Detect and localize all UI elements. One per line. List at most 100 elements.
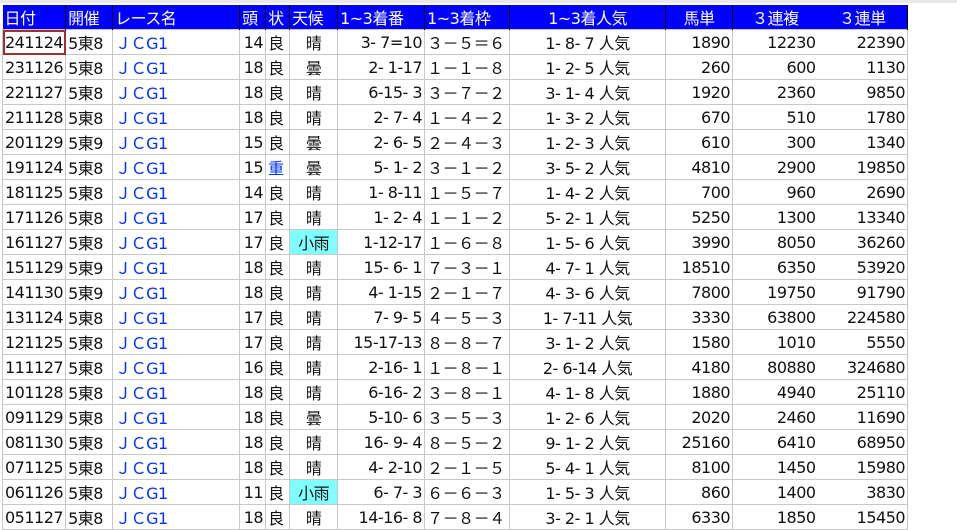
cell-date[interactable]: 051127 <box>1 504 67 530</box>
cell-date[interactable]: 191124 <box>1 154 67 180</box>
cell-frames[interactable]: ４－５－３ <box>424 304 511 330</box>
cell-track-condition[interactable]: 良 <box>265 304 291 330</box>
cell-weather[interactable]: 晴 <box>289 179 339 205</box>
cell-date[interactable]: 241124 <box>1 29 67 55</box>
cell-popularity[interactable]: 4- 3- 6 人気 <box>509 279 667 305</box>
cell-race-name[interactable]: ＪＣG1 <box>112 229 241 255</box>
cell-meeting[interactable]: 5東8 <box>65 29 114 55</box>
cell-race-name[interactable]: ＪＣG1 <box>112 104 241 130</box>
cell-runners[interactable]: 18 <box>239 279 267 305</box>
cell-trio[interactable]: 510 <box>732 104 818 130</box>
cell-trio[interactable]: 600 <box>732 54 818 80</box>
cell-trifecta[interactable]: 13340 <box>817 204 909 230</box>
cell-track-condition[interactable]: 良 <box>265 54 291 80</box>
cell-runners[interactable]: 18 <box>239 104 267 130</box>
cell-horse-numbers[interactable]: 15-17-13 <box>337 329 426 355</box>
cell-trifecta[interactable]: 11690 <box>817 404 909 430</box>
cell-weather[interactable]: 曇 <box>289 154 339 180</box>
cell-frames[interactable]: ２－１－７ <box>424 279 511 305</box>
cell-exacta[interactable]: 670 <box>665 104 734 130</box>
cell-meeting[interactable]: 5東8 <box>65 204 114 230</box>
cell-exacta[interactable]: 1920 <box>665 79 734 105</box>
cell-weather[interactable]: 晴 <box>289 429 339 455</box>
cell-horse-numbers[interactable]: 16- 9- 4 <box>337 429 426 455</box>
cell-popularity[interactable]: 4- 7- 1 人気 <box>509 254 667 280</box>
header-date[interactable]: 日付 <box>2 5 67 30</box>
cell-popularity[interactable]: 2- 6-14 人気 <box>509 354 667 380</box>
cell-horse-numbers[interactable]: 6-16- 2 <box>337 379 426 405</box>
cell-trifecta[interactable]: 22390 <box>817 29 909 55</box>
cell-weather[interactable]: 晴 <box>289 329 339 355</box>
cell-popularity[interactable]: 1- 5- 6 人気 <box>509 229 667 255</box>
table-row[interactable]: 051127 5東8 ＪＣG1 18 良晴 14-16- 8 ７－８－４ 3- 2- 1 人気… <box>1 504 948 530</box>
cell-date[interactable]: 211128 <box>1 104 67 130</box>
cell-race-name[interactable]: ＪＣG1 <box>112 29 241 55</box>
cell-exacta[interactable]: 4180 <box>665 354 734 380</box>
cell-weather[interactable]: 晴 <box>289 354 339 380</box>
cell-runners[interactable]: 18 <box>239 79 267 105</box>
cell-trio[interactable]: 12230 <box>732 29 818 55</box>
table-row[interactable]: 131124 5東8 ＪＣG1 17 良晴 7- 9- 5 ４－５－３ 1- 7-11 人気 3… <box>1 304 948 330</box>
header-runners[interactable]: 頭 <box>239 5 267 30</box>
cell-meeting[interactable]: 5東8 <box>65 154 114 180</box>
cell-date[interactable]: 071125 <box>1 454 67 480</box>
cell-runners[interactable]: 17 <box>239 304 267 330</box>
table-row[interactable]: 171126 5東8 ＪＣG1 17 良晴 1- 2- 4 １－１－２ 5- 2- 1 人気 5… <box>1 204 948 230</box>
cell-trio[interactable]: 1450 <box>732 454 818 480</box>
cell-track-condition[interactable]: 良 <box>265 79 291 105</box>
cell-date[interactable]: 091129 <box>1 404 67 430</box>
cell-race-name[interactable]: ＪＣG1 <box>112 179 241 205</box>
cell-meeting[interactable]: 5東9 <box>65 279 114 305</box>
cell-horse-numbers[interactable]: 5-10- 6 <box>337 404 426 430</box>
table-row[interactable]: 121125 5東8 ＪＣG1 17 良晴 15-17-13 ８－８－７ 3- 1- 2 人気… <box>1 329 948 355</box>
cell-exacta[interactable]: 1890 <box>665 29 734 55</box>
cell-trifecta[interactable]: 25110 <box>817 379 909 405</box>
cell-race-name[interactable]: ＪＣG1 <box>112 54 241 80</box>
cell-weather[interactable]: 晴 <box>289 379 339 405</box>
cell-trio[interactable]: 19750 <box>732 279 818 305</box>
cell-popularity[interactable]: 1- 7-11 人気 <box>509 304 667 330</box>
header-weather[interactable]: 天候 <box>289 5 339 30</box>
cell-weather[interactable]: 小雨 <box>289 229 339 255</box>
cell-weather[interactable]: 晴 <box>289 104 339 130</box>
header-race-name[interactable]: レース名 <box>112 5 241 30</box>
cell-exacta[interactable]: 18510 <box>665 254 734 280</box>
cell-popularity[interactable]: 1- 2- 6 人気 <box>509 404 667 430</box>
cell-trio[interactable]: 960 <box>732 179 818 205</box>
cell-track-condition[interactable]: 良 <box>265 354 291 380</box>
cell-horse-numbers[interactable]: 2- 1-17 <box>337 54 426 80</box>
cell-track-condition[interactable]: 良 <box>265 29 291 55</box>
cell-meeting[interactable]: 5東8 <box>65 379 114 405</box>
cell-trifecta[interactable]: 1780 <box>817 104 909 130</box>
cell-exacta[interactable]: 610 <box>665 129 734 155</box>
cell-trio[interactable]: 4940 <box>732 379 818 405</box>
cell-race-name[interactable]: ＪＣG1 <box>112 479 241 505</box>
cell-horse-numbers[interactable]: 6- 7- 3 <box>337 479 426 505</box>
cell-horse-numbers[interactable]: 2- 6- 5 <box>337 129 426 155</box>
cell-date[interactable]: 121125 <box>1 329 67 355</box>
cell-track-condition[interactable]: 良 <box>265 279 291 305</box>
cell-meeting[interactable]: 5東9 <box>65 129 114 155</box>
cell-horse-numbers[interactable]: 4- 2-10 <box>337 454 426 480</box>
cell-exacta[interactable]: 7800 <box>665 279 734 305</box>
cell-trifecta[interactable]: 9850 <box>817 79 909 105</box>
cell-weather[interactable]: 晴 <box>289 279 339 305</box>
cell-track-condition[interactable]: 良 <box>265 104 291 130</box>
cell-race-name[interactable]: ＪＣG1 <box>112 304 241 330</box>
cell-weather[interactable]: 曇 <box>289 54 339 80</box>
cell-trifecta[interactable]: 324680 <box>817 354 909 380</box>
table-row[interactable]: 201129 5東9 ＪＣG1 15 良曇 2- 6- 5 ２－４－３ 1- 2- 3 人気 6… <box>1 129 948 155</box>
cell-track-condition[interactable]: 良 <box>265 454 291 480</box>
cell-date[interactable]: 201129 <box>1 129 67 155</box>
cell-popularity[interactable]: 1- 2- 3 人気 <box>509 129 667 155</box>
table-row[interactable]: 101128 5東8 ＪＣG1 18 良晴 6-16- 2 ３－８－１ 4- 1- 8 人気 1… <box>1 379 948 405</box>
table-row[interactable]: 141130 5東9 ＪＣG1 18 良晴 4- 1-15 ２－１－７ 4- 3- 6 人気 7… <box>1 279 948 305</box>
cell-date[interactable]: 101128 <box>1 379 67 405</box>
cell-meeting[interactable]: 5東8 <box>65 54 114 80</box>
cell-runners[interactable]: 15 <box>239 154 267 180</box>
cell-weather[interactable]: 晴 <box>289 204 339 230</box>
cell-race-name[interactable]: ＪＣG1 <box>112 154 241 180</box>
cell-exacta[interactable]: 260 <box>665 54 734 80</box>
table-row[interactable]: 071125 5東8 ＪＣG1 18 良晴 4- 2-10 ２－１－５ 5- 4- 1 人気 8… <box>1 454 948 480</box>
cell-horse-numbers[interactable]: 7- 9- 5 <box>337 304 426 330</box>
